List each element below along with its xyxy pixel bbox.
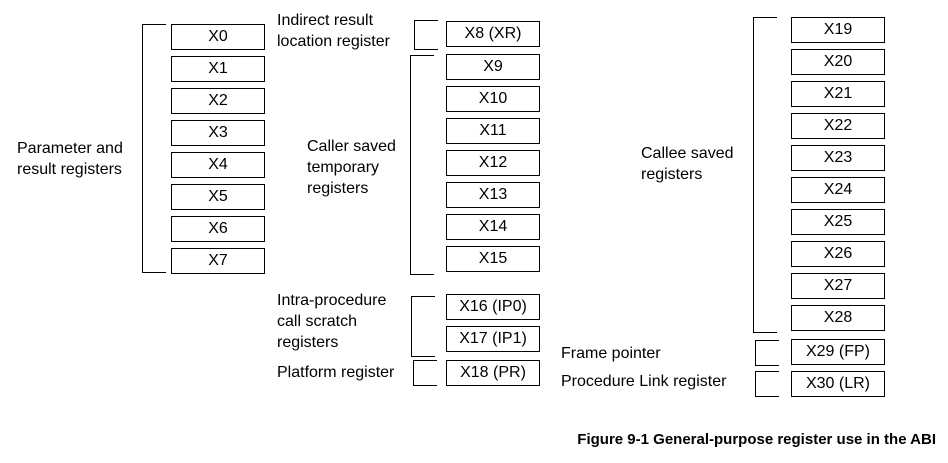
frame-pointer-bracket bbox=[755, 340, 779, 366]
indirect-label: Indirect result location register bbox=[277, 12, 390, 50]
register-x10: X10 bbox=[446, 86, 540, 112]
register-x17: X17 (IP1) bbox=[446, 326, 540, 352]
indirect-bracket bbox=[414, 20, 438, 50]
platform-bracket bbox=[413, 360, 437, 386]
link-register-label: Procedure Link register bbox=[561, 373, 727, 390]
register-x5: X5 bbox=[171, 184, 265, 210]
register-x16: X16 (IP0) bbox=[446, 294, 540, 320]
register-x15: X15 bbox=[446, 246, 540, 272]
callee-saved-bracket bbox=[753, 17, 777, 333]
register-x21: X21 bbox=[791, 81, 885, 107]
register-x0: X0 bbox=[171, 24, 265, 50]
register-x4: X4 bbox=[171, 152, 265, 178]
register-x30: X30 (LR) bbox=[791, 371, 885, 397]
caller-saved-bracket bbox=[410, 55, 434, 275]
register-x1: X1 bbox=[171, 56, 265, 82]
register-x2: X2 bbox=[171, 88, 265, 114]
register-x27: X27 bbox=[791, 273, 885, 299]
register-x22: X22 bbox=[791, 113, 885, 139]
register-x3: X3 bbox=[171, 120, 265, 146]
link-register-bracket bbox=[755, 371, 779, 397]
caller-saved-label: Caller saved temporary registers bbox=[307, 138, 396, 197]
register-x14: X14 bbox=[446, 214, 540, 240]
register-x28: X28 bbox=[791, 305, 885, 331]
callee-saved-label: Callee saved registers bbox=[641, 145, 734, 183]
register-x6: X6 bbox=[171, 216, 265, 242]
register-x7: X7 bbox=[171, 248, 265, 274]
intra-procedure-label: Intra-procedure call scratch registers bbox=[277, 292, 387, 351]
register-x23: X23 bbox=[791, 145, 885, 171]
figure-caption: Figure 9-1 General-purpose register use … bbox=[577, 431, 936, 448]
register-x9: X9 bbox=[446, 54, 540, 80]
register-x12: X12 bbox=[446, 150, 540, 176]
platform-label: Platform register bbox=[277, 364, 395, 381]
register-x25: X25 bbox=[791, 209, 885, 235]
intra-procedure-bracket bbox=[411, 296, 435, 357]
parameter-bracket bbox=[142, 24, 166, 273]
register-x24: X24 bbox=[791, 177, 885, 203]
register-x13: X13 bbox=[446, 182, 540, 208]
register-x8: X8 (XR) bbox=[446, 21, 540, 47]
parameter-label: Parameter and result registers bbox=[17, 140, 123, 178]
register-x18: X18 (PR) bbox=[446, 360, 540, 386]
register-x29: X29 (FP) bbox=[791, 339, 885, 365]
register-x20: X20 bbox=[791, 49, 885, 75]
register-x19: X19 bbox=[791, 17, 885, 43]
register-x26: X26 bbox=[791, 241, 885, 267]
frame-pointer-label: Frame pointer bbox=[561, 345, 661, 362]
register-x11: X11 bbox=[446, 118, 540, 144]
